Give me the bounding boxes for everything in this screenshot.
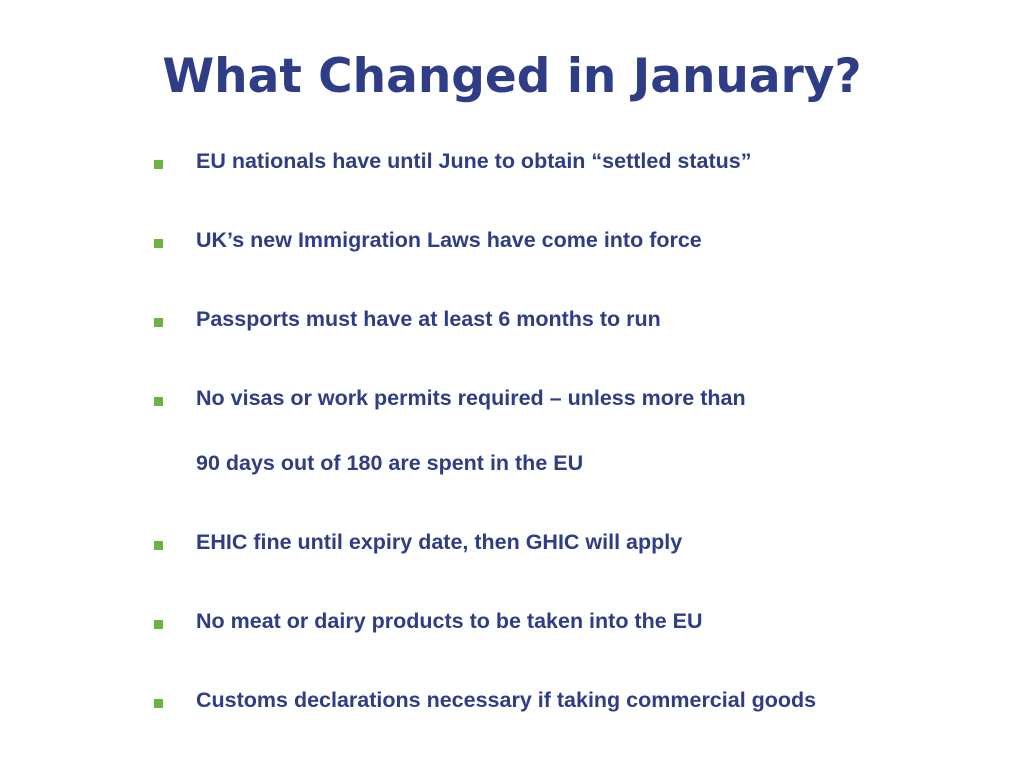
bullet-line: No visas or work permits required – unle… (196, 386, 746, 410)
bullet-text: UK’s new Immigration Laws have come into… (196, 228, 936, 273)
bullet-marker-icon (154, 620, 163, 629)
bullet-marker-icon (154, 318, 163, 327)
bullet-line: Passports must have at least 6 months to… (196, 307, 661, 331)
bullet-marker-icon (154, 541, 163, 550)
bullet-line: No meat or dairy products to be taken in… (196, 609, 703, 633)
slide-title: What Changed in January? (162, 49, 862, 104)
bullet-line: EU nationals have until June to obtain “… (196, 149, 752, 173)
bullet-text: Passports must have at least 6 months to… (196, 307, 936, 352)
bullet-marker-icon (154, 397, 163, 406)
bullet-text: No meat or dairy products to be taken in… (196, 609, 936, 654)
bullet-text: EHIC fine until expiry date, then GHIC w… (196, 530, 936, 575)
bullet-marker-icon (154, 699, 163, 708)
bullet-marker-icon (154, 160, 163, 169)
bullet-line: EHIC fine until expiry date, then GHIC w… (196, 530, 683, 554)
bullet-line: Customs declarations necessary if taking… (196, 688, 817, 712)
bullet-text: No visas or work permits required – unle… (196, 386, 936, 496)
bullet-text: EU nationals have until June to obtain “… (196, 149, 936, 194)
bullet-text: Customs declarations necessary if taking… (196, 688, 936, 733)
bullet-line: UK’s new Immigration Laws have come into… (196, 228, 702, 252)
bullet-marker-icon (154, 239, 163, 248)
bullet-line: 90 days out of 180 are spent in the EU (196, 451, 584, 475)
